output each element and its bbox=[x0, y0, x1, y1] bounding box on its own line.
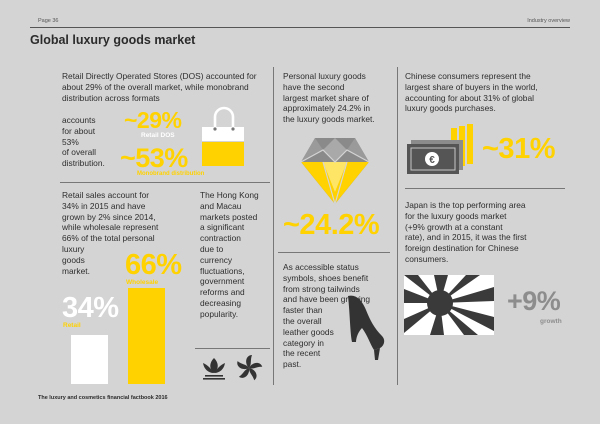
chinese-consumers-text: Chinese consumers represent the largest … bbox=[405, 71, 538, 114]
wholesale-stat-label: Wholesale bbox=[126, 279, 159, 286]
shoes-text: As accessible status symbols, shoes bene… bbox=[283, 262, 371, 370]
high-heel-shoe-icon bbox=[348, 295, 385, 360]
row-divider-middle bbox=[278, 252, 390, 253]
dos-stat-label: Retail DOS bbox=[141, 132, 175, 139]
monobrand-stat-label: Monobrand distribution bbox=[137, 171, 205, 177]
shopping-bag-icon bbox=[202, 106, 244, 166]
page-title: Global luxury goods market bbox=[30, 33, 196, 47]
column-divider bbox=[397, 67, 398, 385]
header-rule bbox=[30, 27, 570, 28]
dos-intro-text: Retail Directly Operated Stores (DOS) ac… bbox=[62, 71, 257, 103]
japan-text: Japan is the top performing area for the… bbox=[405, 200, 527, 264]
diamond-icon bbox=[300, 138, 370, 206]
retail-sales-text: Retail sales account for 34% in 2015 and… bbox=[62, 190, 159, 254]
retail-stat-label: Retail bbox=[63, 322, 81, 329]
hong-kong-text: The Hong Kong and Macau markets posted a… bbox=[200, 190, 259, 319]
dos-stat: ~29% bbox=[124, 107, 182, 133]
bauhinia-flower-icon bbox=[237, 355, 263, 381]
footer-title: The luxury and cosmetics financial factb… bbox=[38, 395, 168, 401]
svg-text:€: € bbox=[429, 155, 435, 166]
monobrand-stat: ~53% bbox=[120, 143, 188, 173]
japan-growth-label: growth bbox=[540, 318, 562, 325]
lotus-flower-icon bbox=[203, 358, 225, 380]
row-divider-left bbox=[60, 182, 270, 183]
column-divider bbox=[273, 67, 274, 385]
leather-goods-stat: ~24.2% bbox=[283, 209, 380, 241]
retail-share-bar bbox=[71, 334, 108, 384]
japan-growth-stat: +9% bbox=[507, 286, 561, 316]
page-number: Page 36 bbox=[38, 18, 59, 24]
banknotes-icon: € bbox=[407, 124, 473, 174]
wholesale-share-bar bbox=[128, 288, 165, 384]
chinese-share-stat: ~31% bbox=[482, 133, 555, 165]
section-label: Industry overview bbox=[527, 18, 570, 24]
retail-stat: 34% bbox=[62, 292, 119, 324]
flag-divider bbox=[195, 348, 270, 349]
monobrand-text: accounts for about 53% of overall distri… bbox=[62, 115, 105, 169]
rising-sun-icon bbox=[404, 275, 494, 335]
row-divider-right bbox=[405, 188, 565, 189]
personal-luxury-text: Personal luxury goods have the second la… bbox=[283, 71, 375, 125]
goods-market-text: goods market. bbox=[62, 255, 90, 276]
wholesale-stat: 66% bbox=[125, 249, 182, 281]
